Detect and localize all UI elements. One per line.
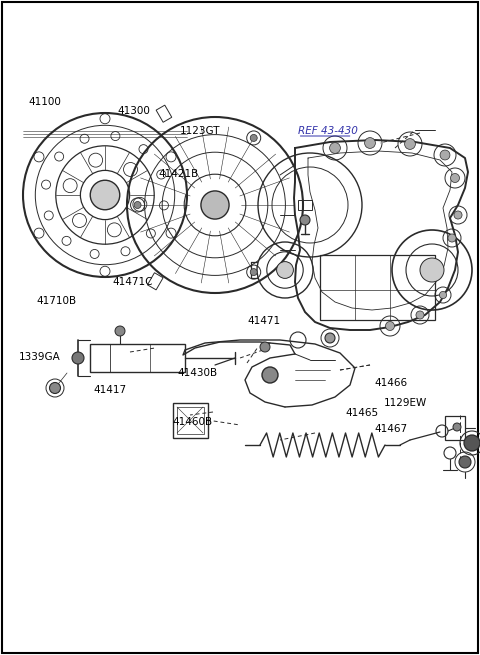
Bar xyxy=(147,272,163,290)
Circle shape xyxy=(365,138,375,149)
Bar xyxy=(173,403,208,438)
Circle shape xyxy=(250,269,257,276)
Circle shape xyxy=(453,423,461,431)
Circle shape xyxy=(276,261,293,278)
Text: 41467: 41467 xyxy=(374,424,408,434)
Circle shape xyxy=(451,174,459,183)
Circle shape xyxy=(439,291,446,299)
Text: 1123GT: 1123GT xyxy=(180,126,220,136)
Bar xyxy=(177,407,204,434)
Circle shape xyxy=(405,139,415,149)
Text: 41100: 41100 xyxy=(29,96,61,107)
Bar xyxy=(320,255,435,320)
Circle shape xyxy=(300,215,310,225)
Text: 41417: 41417 xyxy=(94,384,127,395)
Text: REF 43-430: REF 43-430 xyxy=(298,126,358,136)
Text: 41421B: 41421B xyxy=(158,168,199,179)
Circle shape xyxy=(115,326,125,336)
Circle shape xyxy=(90,180,120,210)
Text: 41300: 41300 xyxy=(118,106,150,117)
Text: 41466: 41466 xyxy=(374,378,408,388)
Circle shape xyxy=(250,134,257,141)
Text: 41430B: 41430B xyxy=(178,368,218,379)
Circle shape xyxy=(49,383,60,394)
Circle shape xyxy=(464,435,480,451)
Circle shape xyxy=(330,143,340,153)
Circle shape xyxy=(459,456,471,468)
Text: 41471: 41471 xyxy=(247,316,280,326)
Circle shape xyxy=(454,211,462,219)
Bar xyxy=(90,344,185,372)
Text: 1129EW: 1129EW xyxy=(384,398,427,408)
Text: 1339GA: 1339GA xyxy=(19,352,61,362)
Circle shape xyxy=(385,322,395,331)
Text: 41471C: 41471C xyxy=(113,276,153,287)
Text: 41460B: 41460B xyxy=(173,417,213,428)
Circle shape xyxy=(134,202,141,208)
Bar xyxy=(298,200,312,210)
Circle shape xyxy=(448,234,456,242)
Circle shape xyxy=(420,258,444,282)
Circle shape xyxy=(440,150,450,160)
Circle shape xyxy=(262,367,278,383)
Circle shape xyxy=(260,342,270,352)
Bar xyxy=(156,105,172,122)
Circle shape xyxy=(72,352,84,364)
Circle shape xyxy=(201,191,229,219)
Text: 41710B: 41710B xyxy=(36,296,76,307)
Text: 41465: 41465 xyxy=(346,407,379,418)
Circle shape xyxy=(416,311,424,319)
Circle shape xyxy=(325,333,335,343)
